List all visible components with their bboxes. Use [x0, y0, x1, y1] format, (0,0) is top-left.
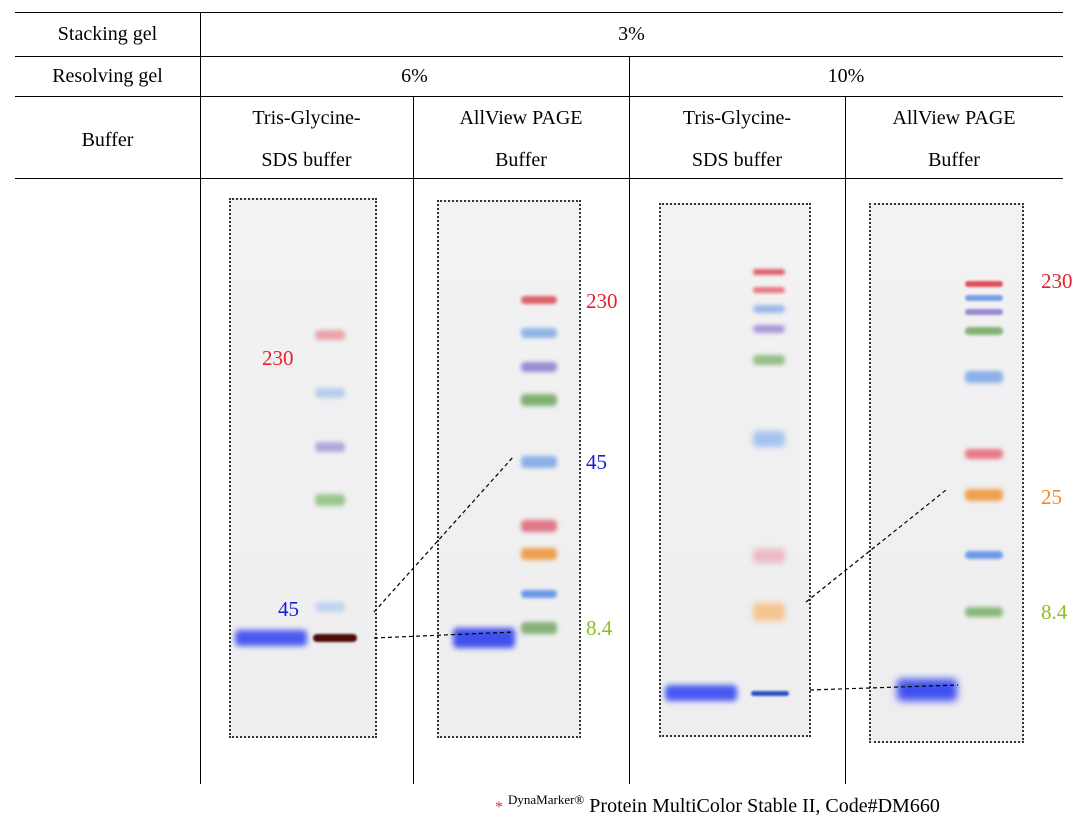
buffer-3-line2: SDS buffer [691, 149, 783, 171]
row-divider-2 [15, 96, 1063, 97]
marker-band-red [965, 281, 1003, 287]
gel1-label-45: 45 [278, 597, 299, 621]
table-top-border [15, 12, 1063, 13]
buffer-divider-3 [845, 96, 846, 784]
marker-band-purple [315, 442, 345, 452]
buffer-3-line1: Tris-Glycine- [682, 107, 792, 129]
gel2-label-230: 230 [586, 289, 618, 313]
marker-band-red [315, 330, 345, 340]
stacking-gel-label: Stacking gel [57, 23, 158, 45]
marker-band-blue-low [965, 551, 1003, 559]
dashed-connector [373, 631, 515, 639]
gel-image-2 [437, 200, 581, 738]
buffer-4-line2: Buffer [928, 149, 980, 171]
marker-band-pink [753, 549, 785, 563]
buffer-1-line2: SDS buffer [261, 149, 352, 171]
marker-band-red-2 [753, 287, 785, 293]
dashed-connector [805, 489, 947, 603]
marker-band-green [965, 327, 1003, 335]
sample-band [235, 630, 307, 646]
marker-band-green-low [965, 607, 1003, 617]
buffer-label: Buffer [81, 129, 134, 151]
marker-band-blue [315, 388, 345, 398]
marker-band-blue-low [521, 590, 557, 598]
marker-band-pink [521, 520, 557, 532]
gel4-label-8.4: 8.4 [1041, 600, 1068, 624]
marker-band-blue [965, 295, 1003, 301]
marker-band-blue-low [315, 602, 345, 612]
marker-band-orange [521, 548, 557, 560]
stacking-gel-value: 3% [618, 23, 645, 45]
row-divider-1 [15, 56, 1063, 57]
resolving-divider [629, 56, 630, 784]
marker-band-green-low [521, 622, 557, 634]
marker-band-blue-mid [965, 371, 1003, 383]
buffer-4-line1: AllView PAGE [892, 107, 1016, 129]
buffer-divider-1 [413, 96, 414, 784]
gel-image-3 [659, 203, 811, 737]
dashed-connector [373, 455, 515, 613]
footnote-text: Protein MultiColor Stable II, Code#DM660 [589, 795, 940, 817]
gel-image-1 [229, 198, 377, 738]
resolving-gel-10-percent: 10% [827, 65, 865, 87]
footnote-star: * [495, 799, 503, 816]
resolving-gel-6-percent: 6% [401, 65, 428, 87]
footnote-brand: DynaMarker® [508, 792, 585, 807]
sample-band [665, 685, 737, 701]
marker-band-purple [965, 309, 1003, 315]
buffer-1-line1: Tris-Glycine- [252, 107, 361, 129]
gel4-label-230: 230 [1041, 269, 1073, 293]
first-column-divider [200, 12, 201, 784]
gel4-label-25: 25 [1041, 485, 1062, 509]
dashed-connector [809, 684, 959, 691]
marker-band-blue-mid [753, 431, 785, 447]
marker-band-orange [965, 489, 1003, 501]
marker-band-blue-mid [521, 456, 557, 468]
header-bottom-border [15, 178, 1063, 179]
buffer-2-line2: Buffer [495, 149, 547, 171]
marker-band-purple [521, 362, 557, 372]
gel2-label-45: 45 [586, 450, 607, 474]
gel1-label-230: 230 [262, 346, 294, 370]
buffer-2-line1: AllView PAGE [459, 107, 583, 129]
marker-band-green [521, 394, 557, 406]
marker-band-green [315, 494, 345, 506]
sample-band [897, 679, 957, 701]
marker-band-orange [753, 603, 785, 621]
gel2-label-8.4: 8.4 [586, 616, 613, 640]
gel-image-4 [869, 203, 1024, 743]
footnote: * DynaMarker® Protein MultiColor Stable … [495, 792, 940, 818]
dye-front-band [313, 634, 357, 642]
resolving-gel-label: Resolving gel [52, 65, 163, 87]
marker-band-red [521, 296, 557, 304]
marker-band-green [753, 355, 785, 365]
marker-band-blue [753, 305, 785, 313]
marker-band-purple [753, 325, 785, 333]
sample-band [453, 628, 515, 648]
marker-band-red [753, 269, 785, 275]
marker-band-blue [521, 328, 557, 338]
marker-band-pink [965, 449, 1003, 459]
dye-front-band [751, 691, 789, 696]
